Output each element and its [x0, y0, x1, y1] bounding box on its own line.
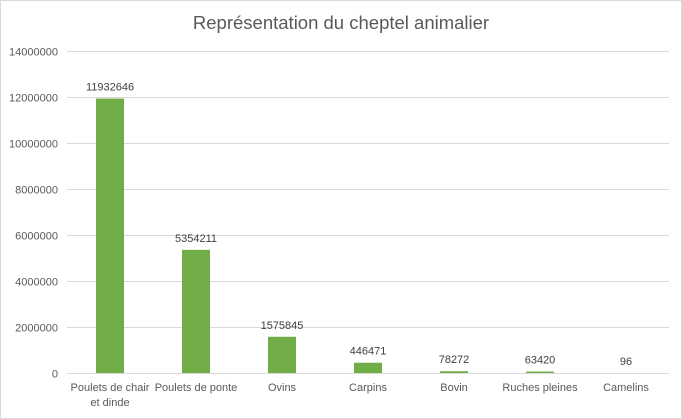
x-tick-label: Ovins [268, 382, 297, 394]
x-tick-label: Poulets de chair [71, 382, 150, 394]
bars [96, 98, 640, 374]
x-tick-label: Ruches pleines [502, 382, 578, 394]
bar [526, 371, 554, 373]
y-axis-ticks: 0 2000000 4000000 6000000 8000000 10000000 120… [9, 47, 58, 381]
data-label: 446471 [350, 346, 387, 358]
bar [182, 249, 210, 373]
data-label: 5354211 [175, 233, 217, 245]
y-tick-label: 8000000 [15, 185, 58, 197]
data-label: 11932646 [86, 82, 134, 94]
x-tick-label: et dinde [90, 397, 129, 409]
x-tick-label: Poulets de ponte [155, 382, 238, 394]
data-label: 78272 [439, 354, 470, 366]
bar [268, 336, 296, 373]
bar [440, 371, 468, 373]
y-tick-label: 4000000 [15, 277, 58, 289]
y-tick-label: 6000000 [15, 231, 58, 243]
bar [354, 362, 382, 373]
data-labels: 11932646 5354211 1575845 446471 78272 63420 96 [86, 82, 632, 368]
y-tick-label: 10000000 [9, 139, 58, 151]
x-tick-label: Carpins [349, 382, 387, 394]
chart-title: Représentation du cheptel animalier [193, 12, 489, 33]
x-axis-ticks: Poulets de chair et dinde Poulets de ponte… [71, 382, 650, 409]
y-tick-label: 0 [52, 369, 58, 381]
data-label: 63420 [525, 355, 556, 367]
gridlines [67, 51, 669, 374]
x-tick-label: Bovin [440, 382, 468, 394]
bar [96, 98, 124, 374]
y-tick-label: 12000000 [9, 93, 58, 105]
x-tick-label: Camelins [603, 382, 649, 394]
data-label: 1575845 [261, 320, 304, 332]
y-tick-label: 2000000 [15, 323, 58, 335]
data-label: 96 [620, 356, 632, 368]
y-tick-label: 14000000 [9, 47, 58, 59]
